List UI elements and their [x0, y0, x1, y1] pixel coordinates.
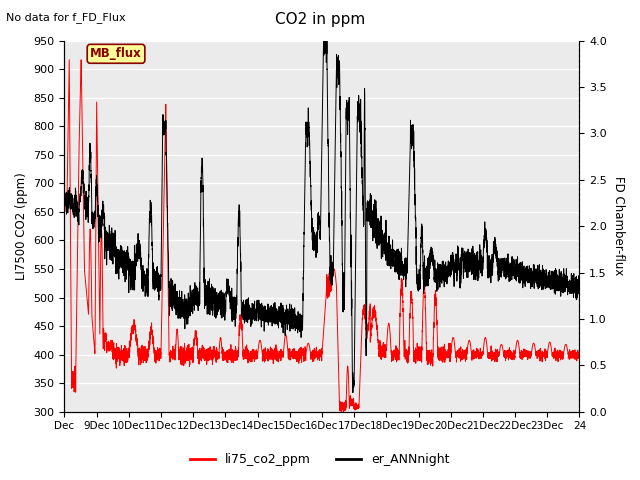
Text: CO2 in ppm: CO2 in ppm	[275, 12, 365, 27]
Y-axis label: LI7500 CO2 (ppm): LI7500 CO2 (ppm)	[15, 172, 28, 280]
Y-axis label: FD Chamber-flux: FD Chamber-flux	[612, 177, 625, 276]
Text: MB_flux: MB_flux	[90, 48, 142, 60]
Legend: li75_co2_ppm, er_ANNnight: li75_co2_ppm, er_ANNnight	[186, 448, 454, 471]
Text: No data for f_FD_Flux: No data for f_FD_Flux	[6, 12, 126, 23]
